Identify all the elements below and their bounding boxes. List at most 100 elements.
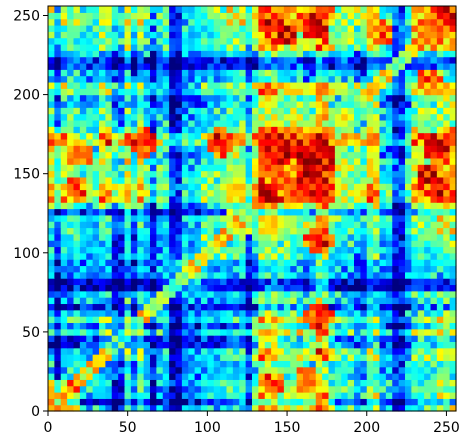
heatmap-cell: [73, 252, 81, 260]
heatmap-cell: [258, 309, 266, 317]
heatmap-cell: [296, 151, 304, 159]
heatmap-cell: [239, 170, 247, 178]
heatmap-cell: [232, 113, 240, 121]
heatmap-cell: [162, 227, 170, 235]
heatmap-cell: [309, 170, 317, 178]
heatmap-cell: [347, 322, 355, 330]
heatmap-cell: [411, 31, 419, 39]
heatmap-cell: [366, 379, 374, 387]
heatmap-cell: [430, 341, 438, 349]
heatmap-cell: [143, 50, 151, 58]
heatmap-cell: [449, 183, 457, 191]
heatmap-cell: [277, 157, 285, 165]
heatmap-cell: [277, 145, 285, 153]
heatmap-cell: [245, 360, 253, 368]
heatmap-cell: [379, 6, 387, 13]
heatmap-cell: [398, 392, 406, 399]
heatmap-cell: [79, 170, 87, 178]
heatmap-cell: [213, 43, 221, 51]
heatmap-cell: [430, 278, 438, 286]
heatmap-cell: [277, 341, 285, 349]
heatmap-cell: [99, 170, 106, 178]
heatmap-cell: [405, 107, 412, 115]
heatmap-cell: [201, 75, 208, 83]
heatmap-cell: [341, 18, 349, 26]
heatmap-cell: [290, 246, 298, 254]
heatmap-cell: [252, 164, 259, 172]
heatmap-cell: [105, 284, 113, 292]
heatmap-cell: [252, 271, 259, 279]
heatmap-cell: [366, 271, 374, 279]
heatmap-cell: [449, 170, 457, 178]
heatmap-cell: [264, 208, 272, 216]
heatmap-cell: [411, 290, 419, 298]
heatmap-cell: [296, 366, 304, 374]
heatmap-cell: [271, 113, 279, 121]
heatmap-cell: [309, 100, 317, 108]
heatmap-cell: [73, 227, 81, 235]
heatmap-cell: [130, 309, 138, 317]
heatmap-cell: [137, 88, 145, 96]
heatmap-cell: [86, 43, 94, 51]
heatmap-cell: [220, 322, 228, 330]
heatmap-cell: [436, 107, 444, 115]
heatmap-cell: [354, 100, 361, 108]
heatmap-cell: [398, 278, 406, 286]
heatmap-cell: [354, 392, 361, 399]
heatmap-cell: [232, 297, 240, 305]
heatmap-cell: [105, 246, 113, 254]
heatmap-cell: [181, 113, 189, 121]
heatmap-cell: [143, 252, 151, 260]
heatmap-cell: [443, 69, 451, 77]
heatmap-cell: [424, 284, 432, 292]
heatmap-cell: [373, 246, 381, 254]
heatmap-cell: [105, 170, 113, 178]
heatmap-cell: [271, 24, 279, 32]
heatmap-cell: [436, 373, 444, 380]
heatmap-cell: [67, 265, 75, 273]
heatmap-cell: [118, 214, 126, 222]
heatmap-cell: [385, 151, 393, 159]
heatmap-cell: [449, 107, 457, 115]
heatmap-cell: [424, 328, 432, 336]
heatmap-cell: [67, 341, 75, 349]
heatmap-cell: [130, 37, 138, 45]
x-tick-label: 150: [274, 420, 301, 436]
heatmap-cell: [315, 126, 323, 134]
heatmap-cell: [220, 107, 228, 115]
heatmap-cell: [296, 164, 304, 172]
heatmap-cell: [143, 170, 151, 178]
heatmap-cell: [430, 347, 438, 355]
heatmap-cell: [296, 145, 304, 153]
heatmap-cell: [207, 341, 215, 349]
heatmap-cell: [417, 119, 425, 127]
heatmap-cell: [417, 259, 425, 267]
heatmap-cell: [398, 81, 406, 89]
heatmap-cell: [315, 354, 323, 361]
heatmap-cell: [150, 189, 157, 197]
heatmap-cell: [111, 208, 119, 216]
heatmap-cell: [366, 100, 374, 108]
heatmap-cell: [175, 354, 183, 361]
heatmap-cell: [328, 335, 336, 342]
heatmap-cell: [194, 94, 202, 102]
heatmap-cell: [143, 379, 151, 387]
heatmap-cell: [226, 221, 234, 229]
heatmap-cell: [430, 6, 438, 13]
heatmap-cell: [303, 100, 310, 108]
heatmap-cell: [54, 271, 62, 279]
heatmap-cell: [194, 126, 202, 134]
heatmap-cell: [245, 202, 253, 210]
heatmap-cell: [213, 18, 221, 26]
heatmap-cell: [239, 138, 247, 146]
heatmap-cell: [67, 126, 75, 134]
heatmap-cell: [143, 322, 151, 330]
heatmap-cell: [169, 126, 177, 134]
heatmap-cell: [111, 385, 119, 393]
heatmap-cell: [436, 252, 444, 260]
heatmap-cell: [392, 195, 400, 203]
heatmap-cell: [315, 265, 323, 273]
heatmap-cell: [175, 157, 183, 165]
heatmap-cell: [137, 297, 145, 305]
heatmap-cell: [283, 100, 291, 108]
